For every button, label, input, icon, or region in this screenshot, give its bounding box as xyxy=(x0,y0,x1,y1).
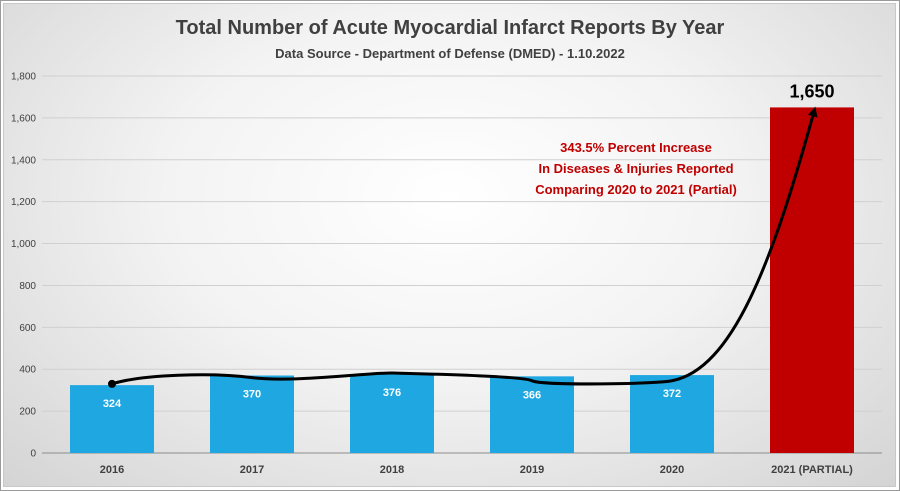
y-tick-label: 400 xyxy=(19,365,36,376)
x-tick-label: 2018 xyxy=(380,464,404,476)
y-tick-label: 1,600 xyxy=(11,113,36,124)
data-label: 372 xyxy=(663,388,681,400)
bar xyxy=(630,375,714,453)
y-tick-label: 200 xyxy=(19,407,36,418)
chart-subtitle: Data Source - Department of Defense (DME… xyxy=(275,46,625,61)
y-tick-label: 1,200 xyxy=(11,197,36,208)
bar xyxy=(70,385,154,453)
x-tick-label: 2020 xyxy=(660,464,684,476)
data-label: 324 xyxy=(103,398,122,410)
trend-start-dot xyxy=(108,379,116,388)
annotation-line: Comparing 2020 to 2021 (Partial) xyxy=(535,182,737,197)
y-tick-label: 1,400 xyxy=(11,155,36,166)
bar xyxy=(490,376,574,453)
x-tick-label: 2019 xyxy=(520,464,544,476)
y-tick-label: 800 xyxy=(19,281,36,292)
bar xyxy=(210,375,294,453)
y-tick-label: 0 xyxy=(30,449,36,460)
trend-arrow xyxy=(111,106,818,386)
data-label: 370 xyxy=(243,389,261,401)
x-tick-label: 2021 (PARTIAL) xyxy=(771,464,853,476)
data-label: 366 xyxy=(523,389,541,401)
annotation-line: In Diseases & Injuries Reported xyxy=(538,161,733,176)
x-tick-label: 2016 xyxy=(100,464,124,476)
x-tick-label: 2017 xyxy=(240,464,264,476)
y-tick-label: 1,000 xyxy=(11,239,36,250)
data-label: 1,650 xyxy=(789,81,834,101)
bar xyxy=(350,374,434,453)
chart-title: Total Number of Acute Myocardial Infarct… xyxy=(175,17,725,39)
bar xyxy=(770,107,854,454)
data-label: 376 xyxy=(383,387,401,399)
annotation-line: 343.5% Percent Increase xyxy=(560,140,712,155)
y-tick-label: 1,800 xyxy=(11,72,36,83)
y-tick-label: 600 xyxy=(19,323,36,334)
